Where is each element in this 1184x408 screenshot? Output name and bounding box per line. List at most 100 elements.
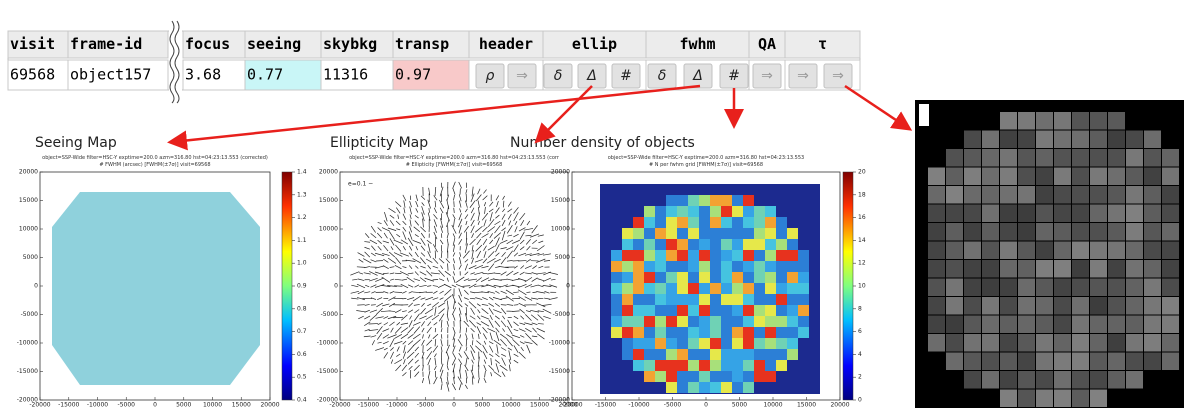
colorbar-tick-label: 1.2 <box>297 214 307 221</box>
x-tick-label: -20000 <box>561 402 582 408</box>
ellipticity-stick <box>364 315 371 320</box>
column-header: τ <box>818 35 827 53</box>
ellipticity-stick <box>389 338 395 348</box>
y-tick-label: 20000 <box>551 169 570 176</box>
ellipticity-stick <box>369 239 378 245</box>
ellipticity-stick <box>481 304 489 306</box>
button[interactable] <box>577 63 607 89</box>
ellipticity-stick <box>532 239 538 245</box>
panel-title: Seeing Map <box>35 135 117 151</box>
ccd-tile <box>1126 204 1143 222</box>
button-label[interactable]: δ <box>554 68 563 84</box>
x-tick-label: 10000 <box>501 402 520 408</box>
ccd-tile <box>1036 297 1053 315</box>
heatmap-cell <box>644 371 655 382</box>
button[interactable] <box>507 63 537 89</box>
ellipticity-stick <box>543 277 551 282</box>
ellipticity-stick <box>502 208 506 213</box>
y-tick-label: 0 <box>566 283 570 290</box>
button-label[interactable]: Δ <box>586 68 597 84</box>
ellipticity-stick <box>452 214 456 220</box>
ellipticity-stick <box>432 285 439 287</box>
ccd-tile <box>1144 167 1161 185</box>
button[interactable] <box>823 63 853 89</box>
ccd-tile <box>1126 334 1143 352</box>
ccd-tile <box>1108 352 1125 370</box>
ccd-tile <box>928 260 945 278</box>
ellipticity-stick <box>469 200 476 208</box>
button[interactable] <box>752 63 782 89</box>
ccd-tile <box>1072 223 1089 241</box>
button-label[interactable]: ⇒ <box>832 68 844 84</box>
ellipticity-stick <box>374 252 385 257</box>
ellipticity-stick <box>482 351 488 360</box>
ellipticity-stick <box>530 314 539 321</box>
ellipticity-stick <box>506 239 514 245</box>
ellipticity-stick <box>394 359 403 365</box>
ellipticity-stick <box>401 310 407 313</box>
column-header: transp <box>395 35 449 53</box>
ellipticity-stick <box>421 351 425 359</box>
button-label[interactable]: # <box>728 68 740 84</box>
button[interactable] <box>475 63 505 89</box>
y-tick-label: -10000 <box>317 340 338 347</box>
ellipticity-stick <box>499 297 508 300</box>
ccd-tile <box>928 186 945 204</box>
button-label[interactable]: δ <box>658 68 667 84</box>
button[interactable] <box>788 63 818 89</box>
heatmap-cell <box>644 206 655 217</box>
ellipticity-stick <box>376 332 383 340</box>
ellipticity-stick <box>493 278 502 281</box>
colorbar-tick-label: 0.9 <box>297 283 307 290</box>
ellipticity-stick <box>470 307 475 315</box>
button[interactable] <box>683 63 713 89</box>
ccd-tile <box>1072 167 1089 185</box>
ellipticity-stick <box>453 258 455 264</box>
ellipticity-stick <box>420 195 426 200</box>
ellipticity-stick <box>464 303 469 307</box>
colorbar <box>281 171 293 401</box>
ellipticity-stick <box>513 345 519 353</box>
ellipticity-stick <box>483 377 487 384</box>
ellipticity-stick <box>469 297 476 300</box>
ellipticity-stick <box>525 239 531 245</box>
heatmap-cell <box>611 272 622 283</box>
ccd-tile <box>964 278 981 296</box>
ellipticity-stick <box>459 369 462 379</box>
button-label[interactable]: # <box>620 68 632 84</box>
button-label[interactable]: ⇒ <box>797 68 809 84</box>
ccd-tile <box>1018 371 1035 389</box>
data-cell <box>67 59 169 91</box>
ellipticity-stick <box>415 194 418 202</box>
ellipticity-stick <box>513 207 519 214</box>
heatmap-cell <box>798 294 809 305</box>
button-label[interactable]: ρ <box>486 68 495 84</box>
ccd-tile <box>928 204 945 222</box>
heatmap-cell <box>710 250 721 261</box>
ellipticity-stick <box>389 220 395 226</box>
button-label[interactable]: Δ <box>692 68 703 84</box>
cell-value: 0.97 <box>395 66 431 84</box>
ellipticity-stick <box>432 244 438 253</box>
button[interactable] <box>543 63 573 89</box>
ellipticity-stick <box>464 289 469 295</box>
button-label[interactable]: ⇒ <box>761 68 773 84</box>
ccd-tile <box>1000 149 1017 167</box>
button-label[interactable]: ⇒ <box>516 68 528 84</box>
ellipticity-stick <box>357 278 365 281</box>
heatmap-cell <box>622 305 633 316</box>
ccd-tile <box>1000 297 1017 315</box>
ellipticity-stick <box>439 369 444 379</box>
ellipticity-stick <box>370 252 376 257</box>
y-tick-label: 10000 <box>551 226 570 233</box>
ellipticity-stick <box>403 207 406 214</box>
x-tick-label: -5000 <box>417 402 435 408</box>
button[interactable] <box>611 63 641 89</box>
zoom-control[interactable] <box>919 104 929 126</box>
ccd-tile <box>1108 167 1125 185</box>
ellipticity-stick <box>470 193 475 203</box>
ellipticity-stick <box>407 284 414 288</box>
button[interactable] <box>647 63 677 89</box>
ellipticity-stick <box>519 212 526 221</box>
